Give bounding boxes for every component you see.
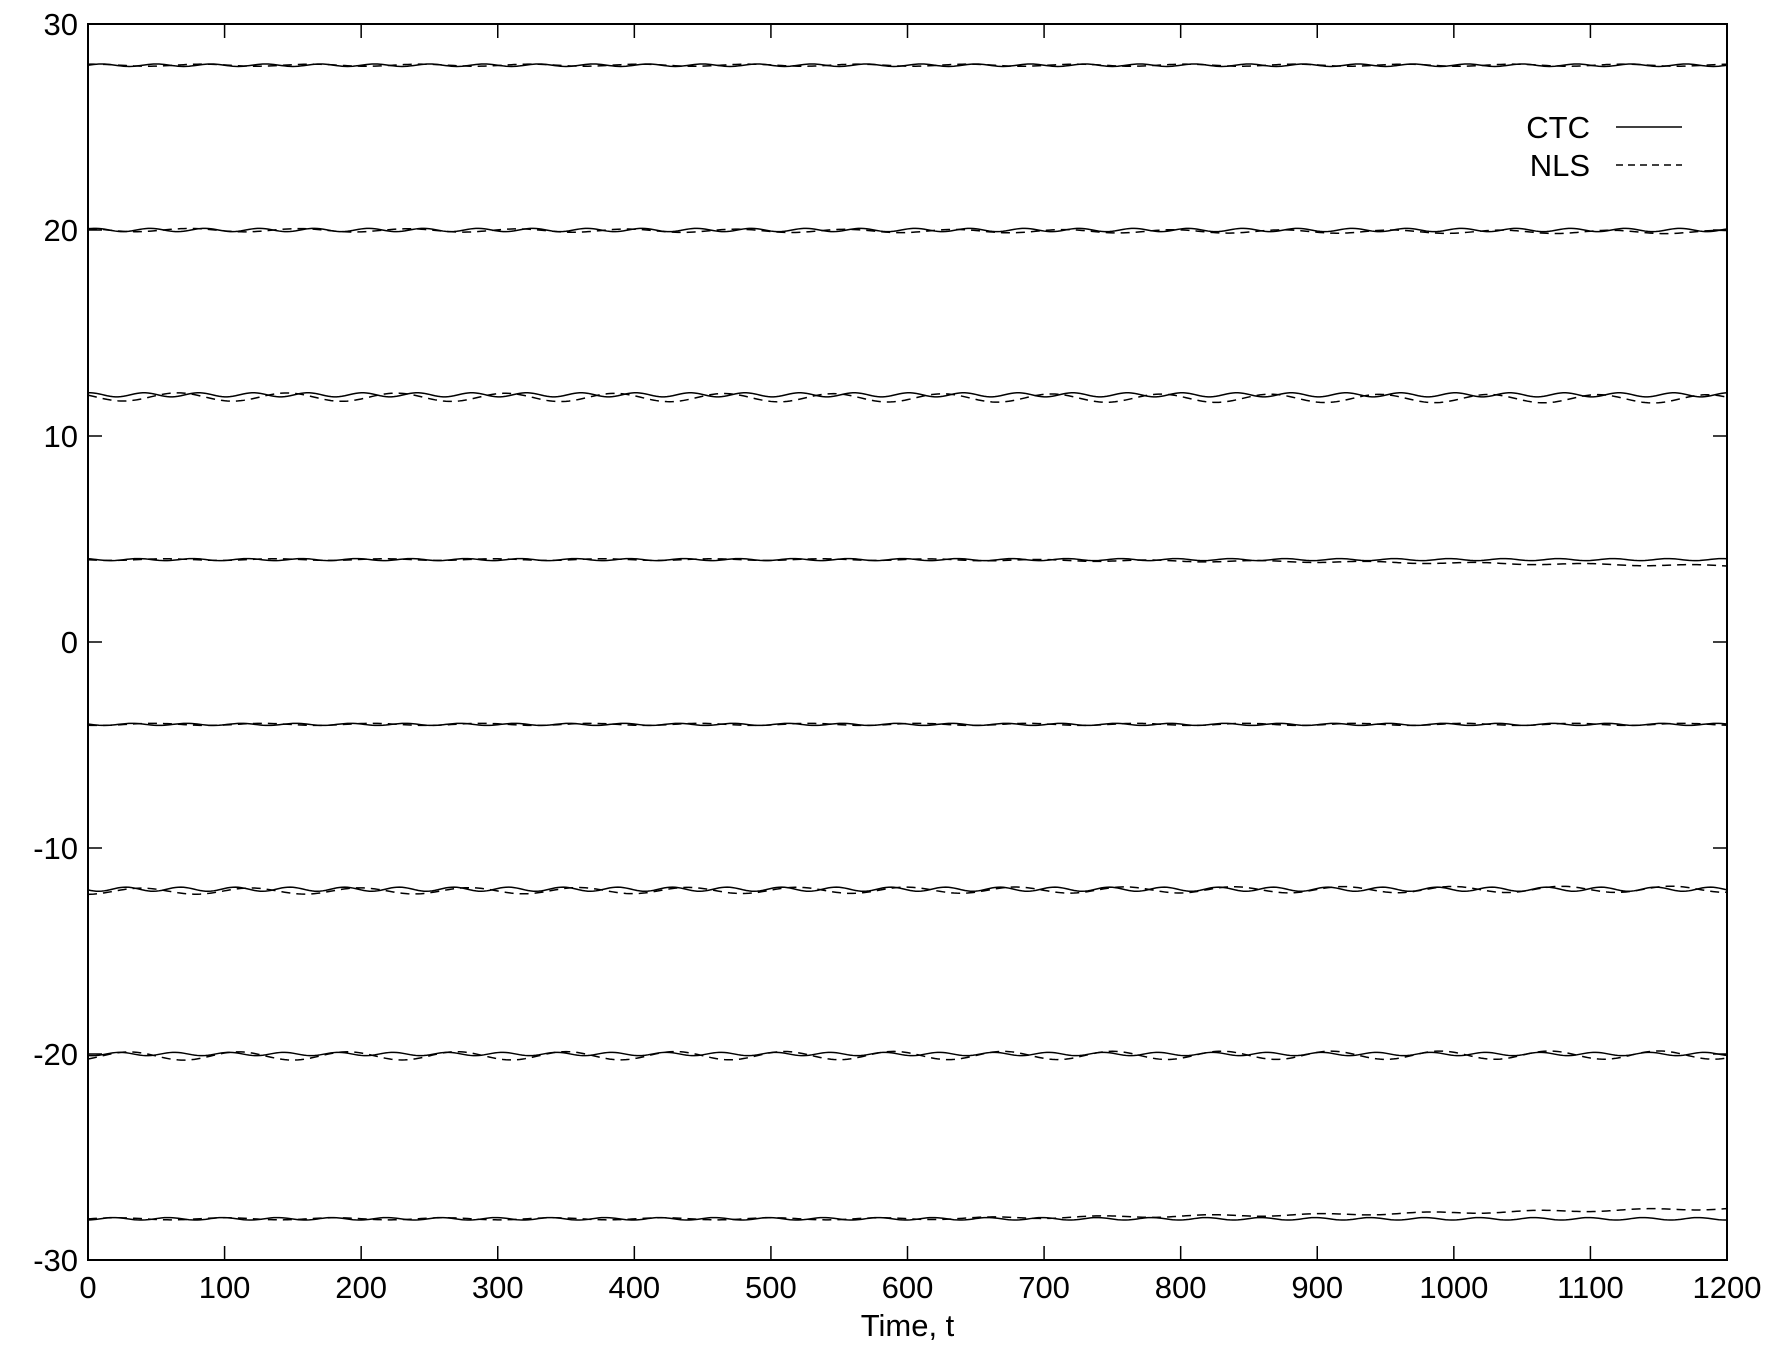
legend-label-nls: NLS [1530, 148, 1590, 183]
series-layer [87, 63, 1728, 1221]
legend: CTC NLS [1526, 110, 1682, 183]
series-line-ctc [87, 886, 1728, 893]
series-nls [87, 63, 1728, 1221]
x-tick-label: 200 [335, 1270, 387, 1305]
series-line-nls [87, 392, 1728, 404]
series-line-ctc [87, 1051, 1728, 1057]
series-line-nls [87, 1050, 1728, 1061]
y-tick-label: -10 [33, 831, 78, 866]
series-line-ctc [87, 63, 1728, 68]
series-line-ctc [87, 1216, 1728, 1221]
x-tick-label: 1000 [1419, 1270, 1488, 1305]
series-line-ctc [87, 227, 1728, 233]
label-layer: 0 100 200 300 400 500 600 700 800 900 1000 1100 1200… [33, 7, 1761, 1305]
x-tick-label: 600 [882, 1270, 934, 1305]
x-tick-label: 0 [79, 1270, 96, 1305]
tick-layer [87, 23, 1728, 1261]
series-line-nls [87, 558, 1728, 567]
y-tick-label: -20 [33, 1037, 78, 1072]
y-tick-label: 0 [61, 625, 78, 660]
x-tick-label: 1100 [1557, 1270, 1624, 1305]
y-tick-label: 20 [44, 213, 78, 248]
series-line-nls [87, 1207, 1728, 1221]
x-tick-label: 800 [1155, 1270, 1207, 1305]
x-tick-label: 300 [472, 1270, 524, 1305]
x-axis-label: Time, t [861, 1308, 955, 1343]
x-tick-label: 700 [1018, 1270, 1070, 1305]
y-tick-label: 30 [44, 7, 78, 42]
series-line-nls [87, 722, 1728, 727]
series-line-nls [87, 227, 1728, 235]
x-tick-label: 1200 [1693, 1270, 1762, 1305]
y-tick-label: -30 [33, 1243, 78, 1278]
plot-frame [87, 23, 1728, 1261]
series-line-ctc [87, 392, 1728, 398]
legend-label-ctc: CTC [1526, 110, 1590, 145]
x-tick-label: 400 [608, 1270, 660, 1305]
x-tick-label: 100 [199, 1270, 251, 1305]
x-tick-label: 900 [1291, 1270, 1343, 1305]
series-line-nls [87, 63, 1728, 67]
series-line-nls [87, 885, 1728, 896]
y-tick-label: 10 [44, 419, 78, 454]
series-ctc [87, 63, 1728, 1221]
x-tick-label: 500 [745, 1270, 797, 1305]
